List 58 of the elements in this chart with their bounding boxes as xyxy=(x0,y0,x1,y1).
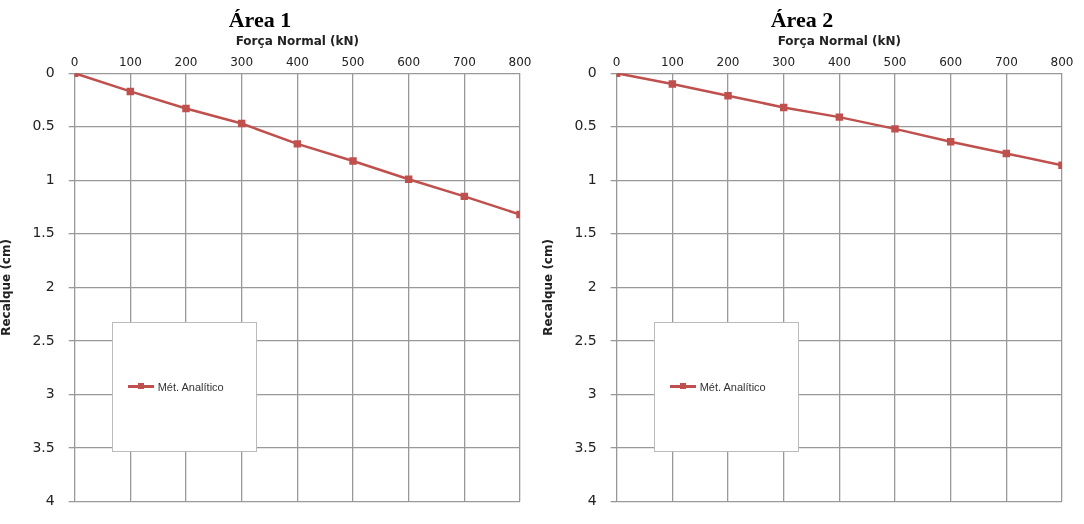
x-tick-label: 100 xyxy=(660,55,684,70)
y-tick-label: 3.5 xyxy=(574,438,597,455)
y-axis-title: Recalque (cm) xyxy=(0,239,14,336)
y-axis-title: Recalque (cm) xyxy=(541,239,556,336)
y-tick-label: 3 xyxy=(587,385,597,402)
x-tick-label: 500 xyxy=(883,55,907,70)
chart-title: Área 1 xyxy=(228,6,292,32)
y-tick-label: 1 xyxy=(587,170,597,187)
point xyxy=(724,91,732,100)
point xyxy=(404,175,413,183)
point xyxy=(1002,149,1011,158)
y-tick-label: 4 xyxy=(587,492,597,509)
x-tick-label: 400 xyxy=(285,55,309,70)
legend-label: Mét. Analítico xyxy=(157,380,224,393)
x-tick-label: 600 xyxy=(939,55,963,70)
point xyxy=(237,119,246,128)
x-tick-label: 100 xyxy=(118,55,142,70)
point xyxy=(835,113,844,121)
x-tick-label: 700 xyxy=(452,55,476,70)
x-tick-label: 300 xyxy=(772,55,796,70)
y-tick-label: 0.5 xyxy=(32,117,55,134)
x-tick-label: 800 xyxy=(508,55,532,70)
legend-box: Mét. Analítico xyxy=(111,321,257,452)
x-tick-label: 500 xyxy=(341,55,365,70)
y-tick-label: 2 xyxy=(587,278,597,295)
y-tick-label: 3.5 xyxy=(32,438,55,455)
y-tick-label: 1.5 xyxy=(32,224,55,241)
y-tick-label: 1.5 xyxy=(574,224,597,241)
y-tick-label: 4 xyxy=(45,492,55,509)
x-tick-label: 0 xyxy=(70,55,79,70)
y-tick-label: 2.5 xyxy=(32,331,55,348)
y-tick-label: 2 xyxy=(45,278,55,295)
x-tick-label: 200 xyxy=(174,55,198,70)
point xyxy=(946,138,955,146)
legend-label: Mét. Analítico xyxy=(699,380,766,393)
point xyxy=(182,104,190,113)
x-tick-label: 300 xyxy=(230,55,254,70)
x-tick-label: 200 xyxy=(716,55,740,70)
point xyxy=(779,103,788,112)
y-tick-label: 3 xyxy=(45,385,55,402)
point xyxy=(293,140,302,148)
point xyxy=(668,80,677,88)
chart-title: Área 2 xyxy=(770,6,834,32)
point xyxy=(460,192,469,201)
y-tick-label: 2.5 xyxy=(574,331,597,348)
legend-box: Mét. Analítico xyxy=(653,321,799,452)
x-tick-label: 0 xyxy=(612,55,621,70)
x-axis-title: Força Normal (kN) xyxy=(235,33,360,48)
x-tick-label: 400 xyxy=(827,55,851,70)
x-tick-label: 600 xyxy=(397,55,421,70)
point xyxy=(349,157,357,165)
x-tick-label: 800 xyxy=(1050,55,1074,70)
point xyxy=(126,87,135,96)
point xyxy=(891,125,899,133)
y-tick-label: 0.5 xyxy=(574,117,597,134)
x-axis-title: Força Normal (kN) xyxy=(777,33,902,48)
y-tick-label: 1 xyxy=(45,170,55,187)
x-tick-label: 700 xyxy=(994,55,1018,70)
